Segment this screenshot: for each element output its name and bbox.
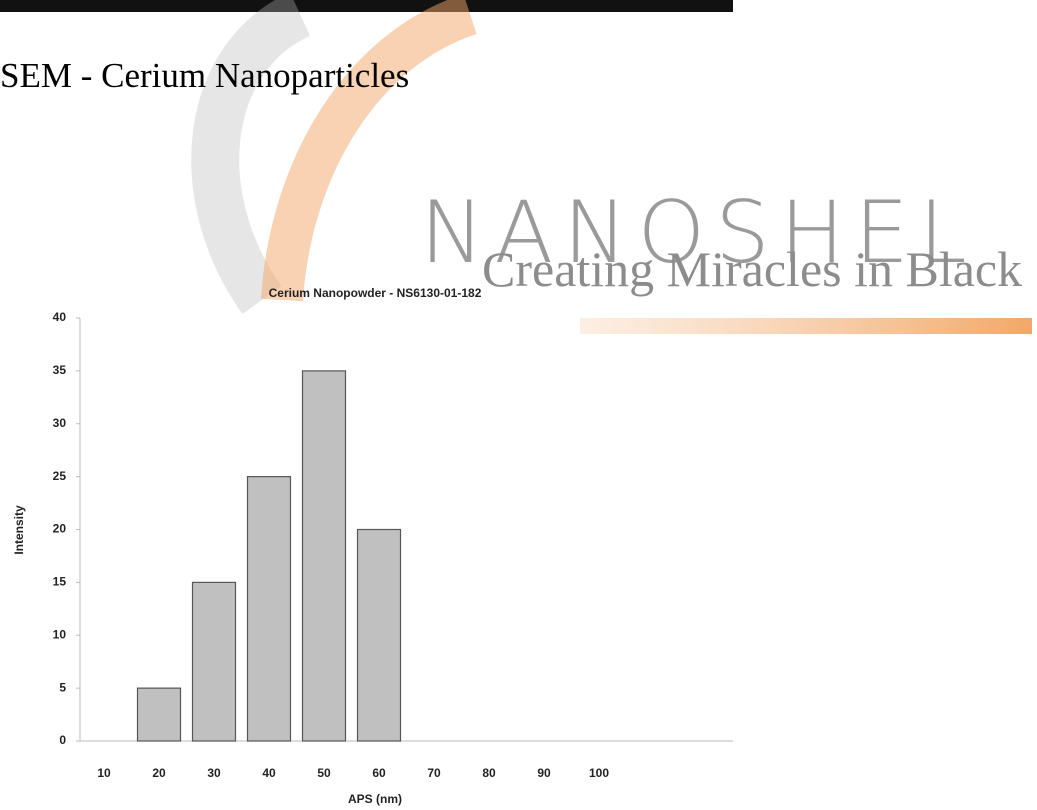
y-tick-label: 35: [53, 363, 67, 377]
x-tick-label: 30: [207, 766, 221, 780]
x-tick-label: 20: [152, 766, 166, 780]
x-tick-label: 100: [589, 766, 609, 780]
y-tick-label: 40: [53, 310, 67, 324]
x-tick-label: 10: [97, 766, 111, 780]
bar: [138, 688, 181, 741]
heading: SEM - Cerium Nanoparticles: [0, 56, 409, 95]
y-tick-label: 15: [53, 575, 67, 589]
bar: [193, 582, 236, 741]
logo-bar: [580, 318, 1032, 334]
x-tick-label: 40: [262, 766, 276, 780]
y-tick-label: 25: [53, 469, 67, 483]
x-tick-label: 90: [537, 766, 551, 780]
x-tick-label: 60: [372, 766, 386, 780]
y-tick-label: 20: [53, 522, 67, 536]
x-tick-label: 80: [482, 766, 496, 780]
bar: [358, 530, 401, 742]
page: NANOSHEL Creating Miracles in Black SEM …: [0, 0, 1037, 810]
y-axis-label: Intensity: [12, 505, 26, 555]
chart-title: Cerium Nanopowder - NS6130-01-182: [269, 286, 482, 300]
x-axis-label: APS (nm): [348, 792, 402, 806]
y-tick-label: 5: [59, 680, 66, 694]
y-tick-label: 0: [59, 733, 66, 747]
top-bar: [0, 0, 733, 12]
tagline: Creating Miracles in Black: [482, 241, 1022, 297]
bar: [303, 371, 346, 741]
x-tick-label: 70: [427, 766, 441, 780]
y-tick-label: 30: [53, 416, 67, 430]
y-tick-label: 10: [53, 627, 67, 641]
x-tick-label: 50: [317, 766, 331, 780]
chart: Cerium Nanopowder - NS6130-01-182 APS (n…: [12, 286, 733, 806]
bar: [248, 477, 291, 741]
